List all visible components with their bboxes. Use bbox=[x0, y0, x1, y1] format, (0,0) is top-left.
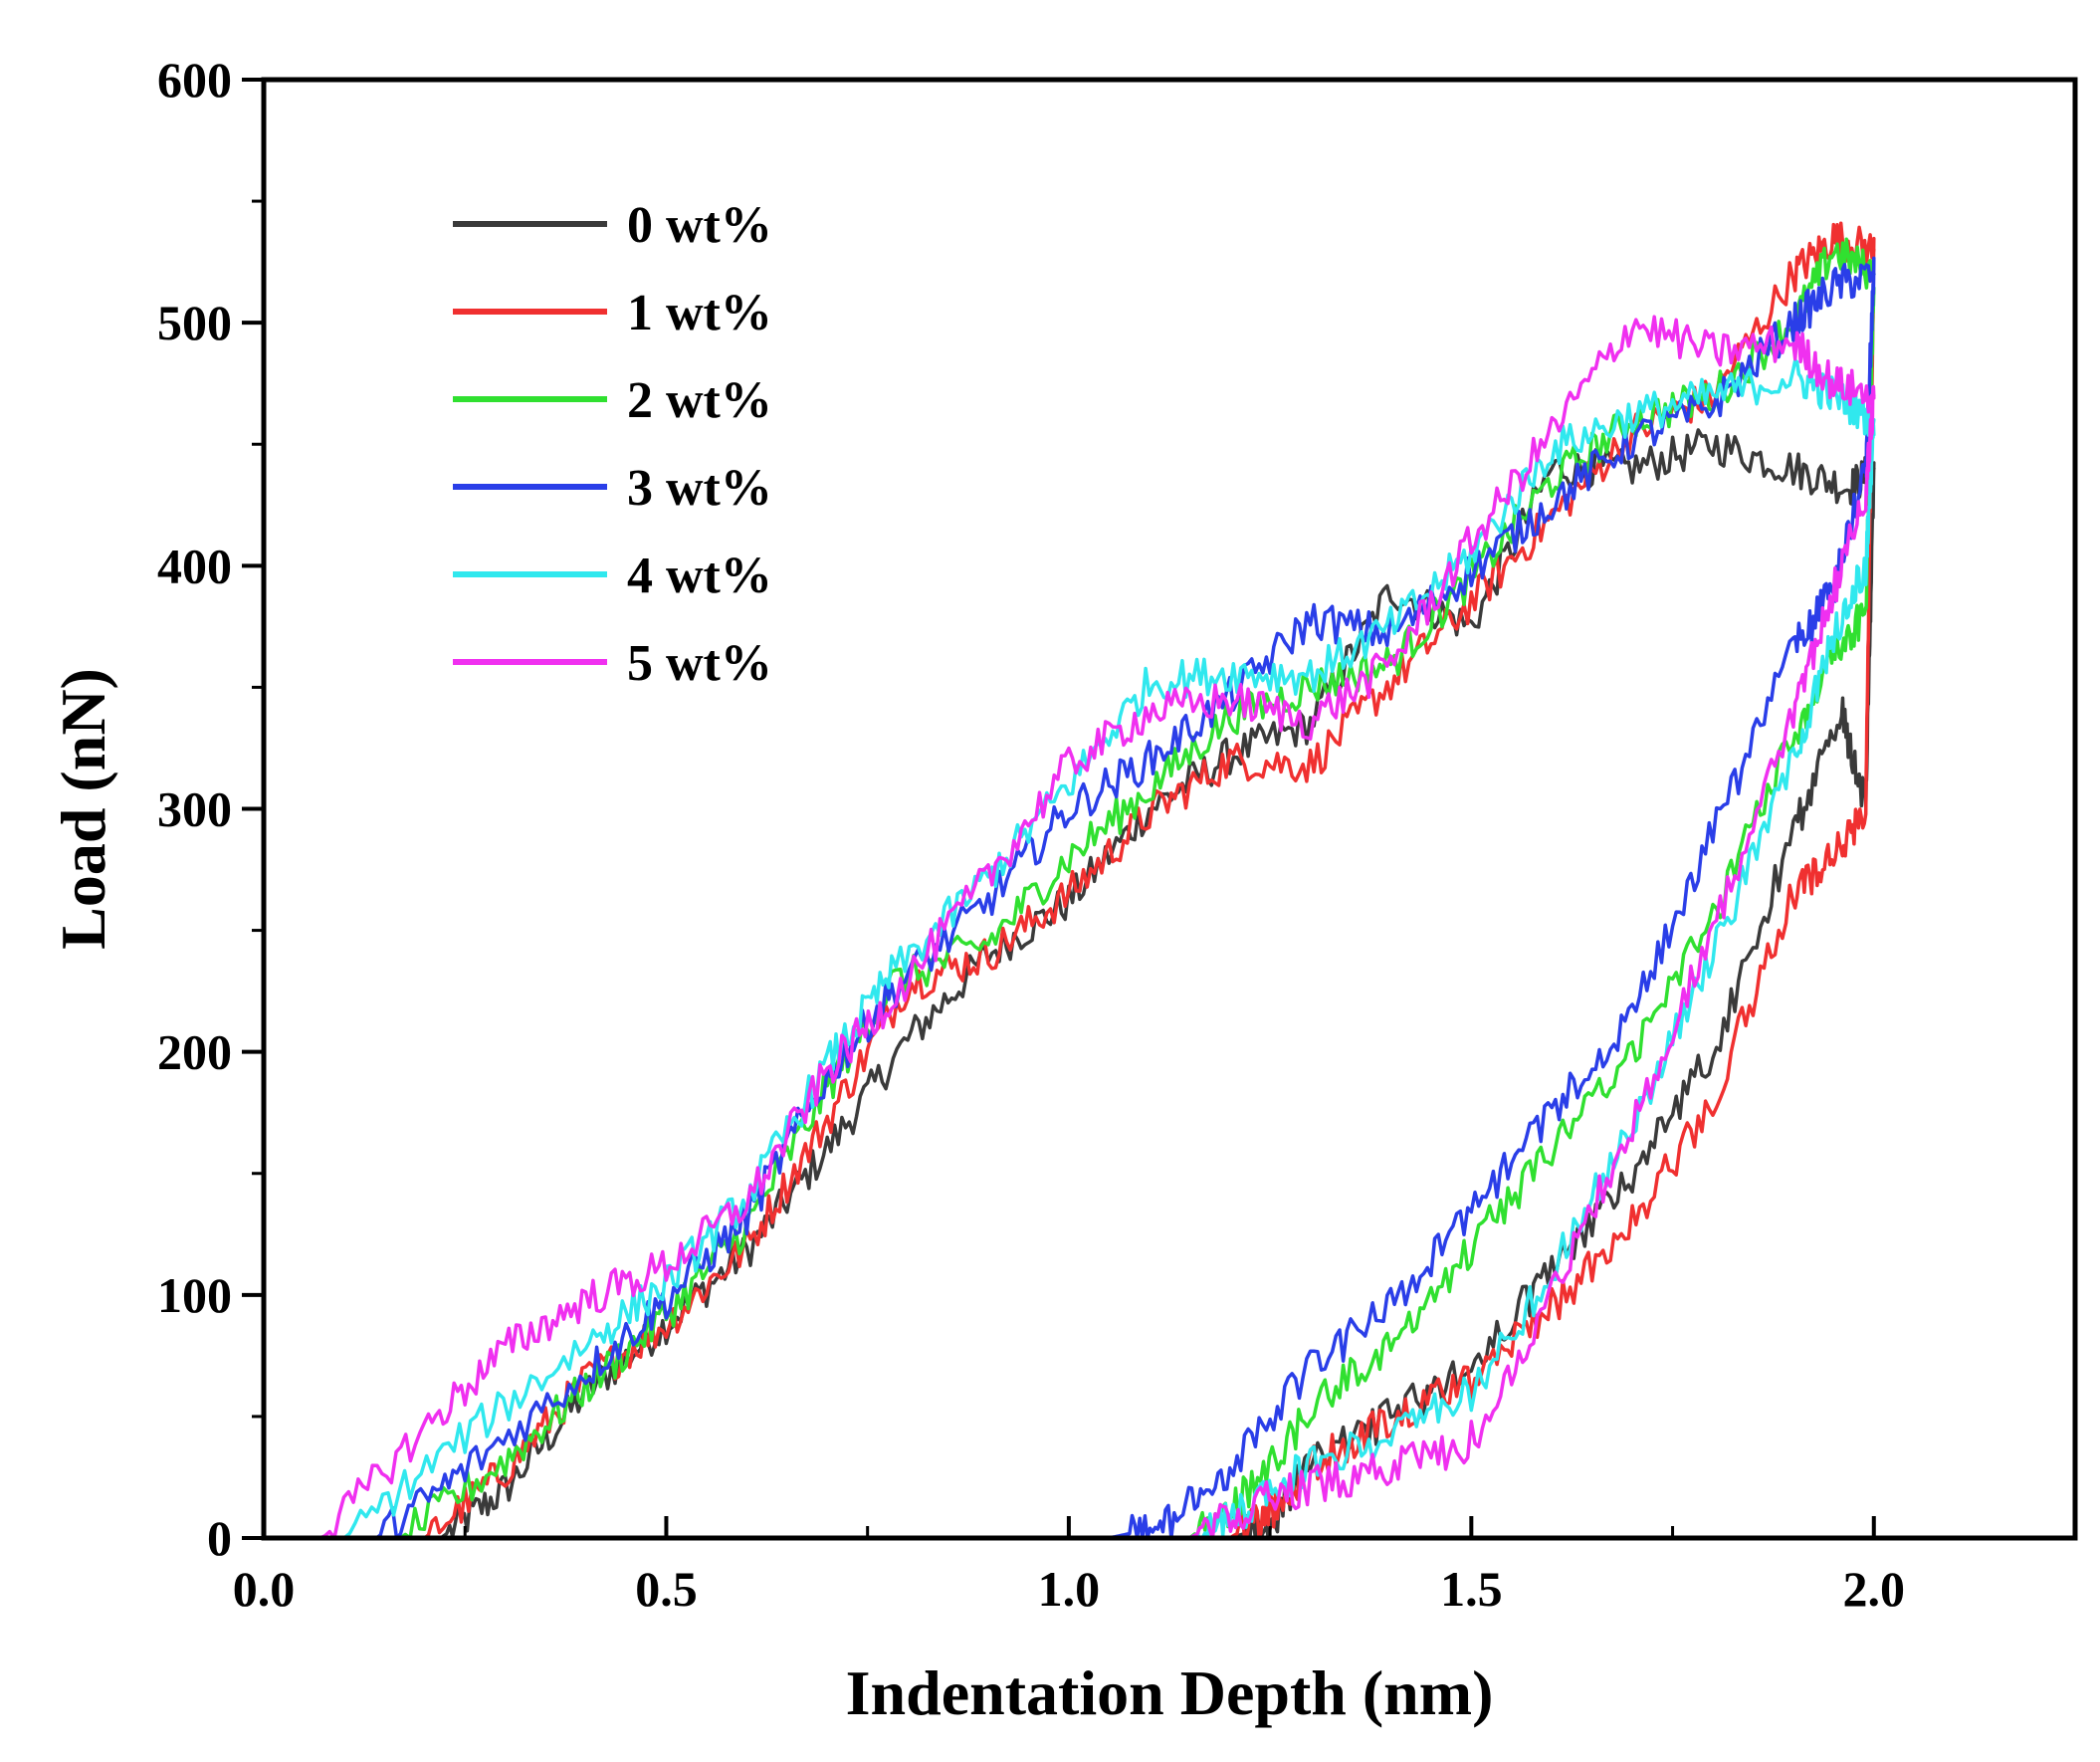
x-tick-label: 1.5 bbox=[1440, 1561, 1503, 1617]
series-layer bbox=[262, 221, 1876, 1540]
tick-labels: 0.0 0.5 1.0 1.5 2.0 0 100 200 300 400 500 600 bbox=[157, 52, 1905, 1617]
x-tick-label: 1.0 bbox=[1038, 1561, 1101, 1617]
y-tick-label: 300 bbox=[157, 781, 232, 837]
x-tick-label: 0.5 bbox=[635, 1561, 698, 1617]
y-tick-label: 0 bbox=[207, 1510, 232, 1566]
legend-label-0wt-pct: 0 wt% bbox=[627, 197, 772, 254]
legend-label-5wt-pct: 5 wt% bbox=[627, 635, 772, 692]
series-line-5wt-pct-unloading bbox=[262, 384, 1876, 1540]
series-line-5wt-pct-loading bbox=[262, 315, 1876, 1540]
axis-ticks bbox=[242, 78, 1876, 1540]
y-tick-label: 200 bbox=[157, 1024, 232, 1080]
y-tick-label: 100 bbox=[157, 1267, 232, 1323]
y-axis-title: Load (nN) bbox=[48, 668, 118, 950]
x-tick-label: 2.0 bbox=[1843, 1561, 1906, 1617]
series-5wt-pct bbox=[262, 315, 1876, 1540]
series-line-2wt-pct-unloading bbox=[262, 286, 1876, 1540]
x-axis-title: Indentation Depth (nm) bbox=[846, 1657, 1494, 1728]
series-line-4wt-pct-loading bbox=[262, 358, 1876, 1540]
y-tick-label: 400 bbox=[157, 538, 232, 593]
series-line-1wt-pct-loading bbox=[262, 221, 1876, 1540]
legend-label-3wt-pct: 3 wt% bbox=[627, 460, 772, 517]
legend-label-1wt-pct: 1 wt% bbox=[627, 285, 772, 341]
legend-label-2wt-pct: 2 wt% bbox=[627, 372, 772, 429]
x-tick-label: 0.0 bbox=[233, 1561, 296, 1617]
legend-label-4wt-pct: 4 wt% bbox=[627, 548, 772, 604]
legend: 0 wt% 1 wt% 2 wt% 3 wt% 4 wt% 5 wt% bbox=[453, 197, 772, 692]
y-tick-label: 500 bbox=[157, 295, 232, 350]
y-tick-label: 600 bbox=[157, 52, 232, 108]
